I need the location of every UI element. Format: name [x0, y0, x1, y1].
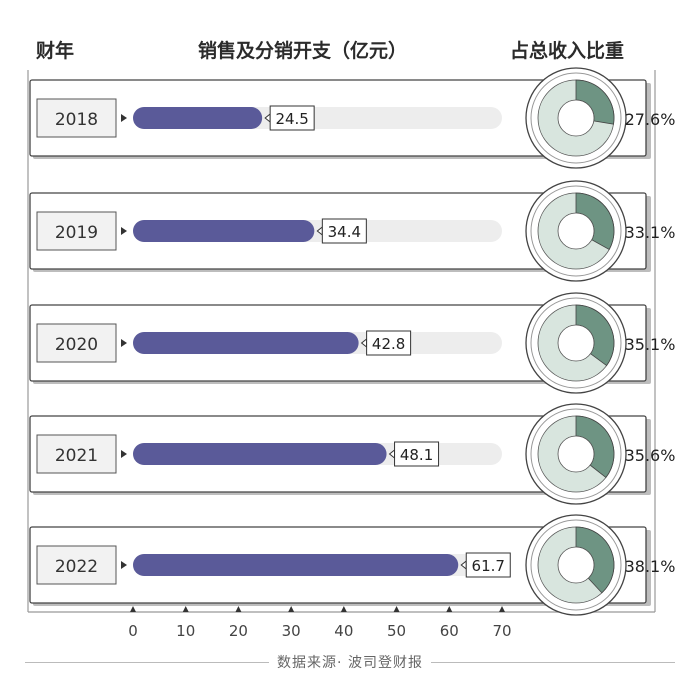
bar [133, 554, 459, 576]
year-label: 2018 [55, 110, 98, 130]
ratio-label: 35.6% [625, 446, 676, 465]
year-label: 2021 [55, 446, 98, 466]
ratio-label: 33.1% [625, 223, 676, 242]
x-tick-label: 60 [440, 622, 459, 640]
header-ratio: 占总收入比重 [510, 40, 625, 62]
year-label: 2019 [55, 223, 98, 243]
x-tick [130, 606, 136, 612]
year-label: 2022 [55, 557, 98, 577]
year-tag [36, 323, 117, 363]
value-label: 42.8 [372, 335, 405, 353]
value-box [465, 552, 511, 578]
donut-hole [557, 546, 595, 584]
bar [133, 332, 359, 354]
x-tick [446, 606, 453, 612]
x-tick-label: 20 [229, 622, 248, 640]
year-label: 2020 [55, 335, 98, 355]
source-note: 数据来源· 波司登财报 [0, 652, 700, 672]
bar [133, 443, 387, 465]
bar [133, 220, 315, 242]
x-tick [340, 606, 347, 612]
value-label: 34.4 [328, 223, 361, 241]
value-label: 48.1 [400, 446, 433, 464]
row-2018: 2018 24.5 27.6% [29, 67, 676, 169]
year-pointer [121, 227, 127, 235]
x-tick-label: 0 [128, 622, 138, 640]
header-year: 财年 [36, 40, 75, 62]
year-pointer [121, 114, 127, 122]
x-tick-label: 70 [492, 622, 511, 640]
donut-hole [557, 212, 595, 250]
x-tick [235, 606, 242, 612]
year-pointer [121, 561, 127, 569]
donut-hole [557, 99, 595, 137]
bar [133, 107, 263, 129]
x-axis: 0 10 20 30 40 50 60 70 [128, 606, 512, 640]
x-tick [288, 606, 295, 612]
value-box [366, 330, 412, 356]
x-tick [499, 606, 505, 612]
value-box [321, 218, 367, 244]
row-2022: 2022 61.7 38.1% [29, 514, 676, 616]
ratio-label: 38.1% [625, 557, 676, 576]
year-pointer [121, 450, 127, 458]
value-box [269, 105, 315, 131]
year-pointer [121, 339, 127, 347]
row-2021: 2021 48.1 35.6% [29, 403, 676, 505]
ratio-label: 27.6% [625, 110, 676, 129]
year-tag [36, 545, 117, 585]
x-tick-label: 30 [282, 622, 301, 640]
row-2019: 2019 34.4 33.1% [29, 180, 676, 282]
x-tick-label: 40 [334, 622, 353, 640]
x-tick-label: 10 [176, 622, 195, 640]
year-tag [36, 434, 117, 474]
value-box [394, 441, 440, 467]
header-spend: 销售及分销开支（亿元） [198, 40, 408, 62]
value-label: 24.5 [275, 110, 308, 128]
x-tick-label: 50 [387, 622, 406, 640]
year-tag [36, 211, 117, 251]
donut-hole [557, 324, 595, 362]
x-tick [393, 606, 400, 612]
value-label: 61.7 [472, 557, 505, 575]
x-tick [182, 606, 189, 612]
row-2020: 2020 42.8 35.1% [29, 292, 676, 394]
year-tag [36, 98, 117, 138]
source-text: 数据来源· 波司登财报 [269, 655, 431, 671]
donut-hole [557, 435, 595, 473]
ratio-label: 35.1% [625, 335, 676, 354]
